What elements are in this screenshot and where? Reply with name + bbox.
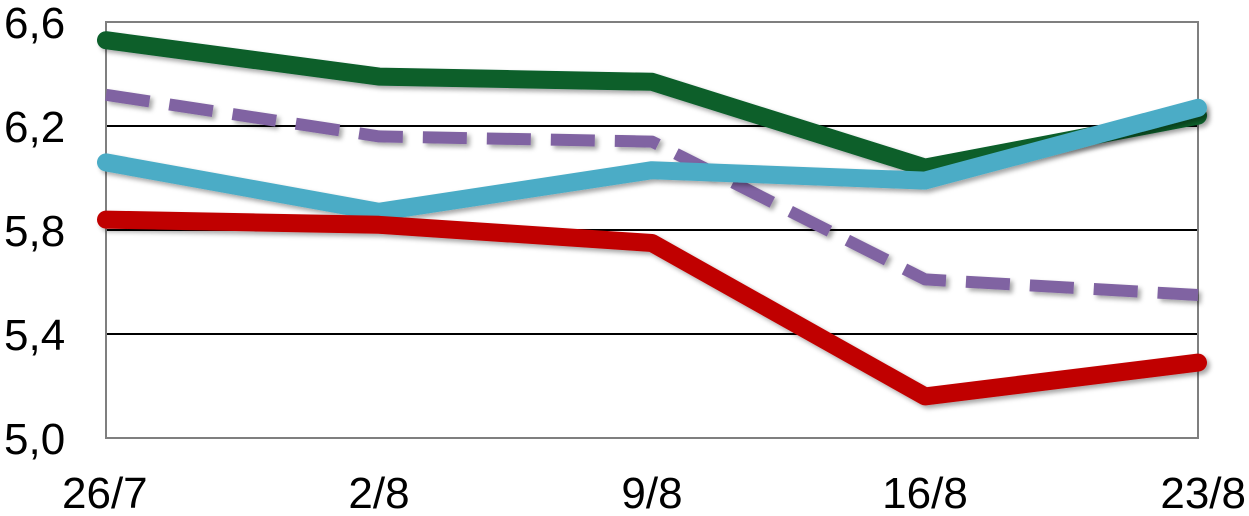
x-tick-label-3: 16/8 xyxy=(882,469,968,516)
y-axis-tick-labels: 5,0 5,4 5,8 6,2 6,6 xyxy=(4,0,65,464)
x-tick-label-4: 23/8 xyxy=(1160,469,1246,516)
y-tick-label-1: 5,4 xyxy=(4,311,65,360)
y-tick-label-2: 5,8 xyxy=(4,207,65,256)
x-tick-label-1: 2/8 xyxy=(348,469,409,516)
series-group xyxy=(97,31,1207,406)
x-tick-label-2: 9/8 xyxy=(621,469,682,516)
y-tick-label-0: 5,0 xyxy=(4,415,65,464)
series-line-4 xyxy=(97,210,1207,406)
plot-area-border xyxy=(105,21,1199,439)
y-tick-label-4: 6,6 xyxy=(4,0,65,48)
x-tick-label-0: 26/7 xyxy=(62,469,148,516)
y-tick-label-3: 6,2 xyxy=(4,103,65,152)
x-axis-tick-labels: 26/7 2/8 9/8 16/8 23/8 xyxy=(62,469,1246,516)
